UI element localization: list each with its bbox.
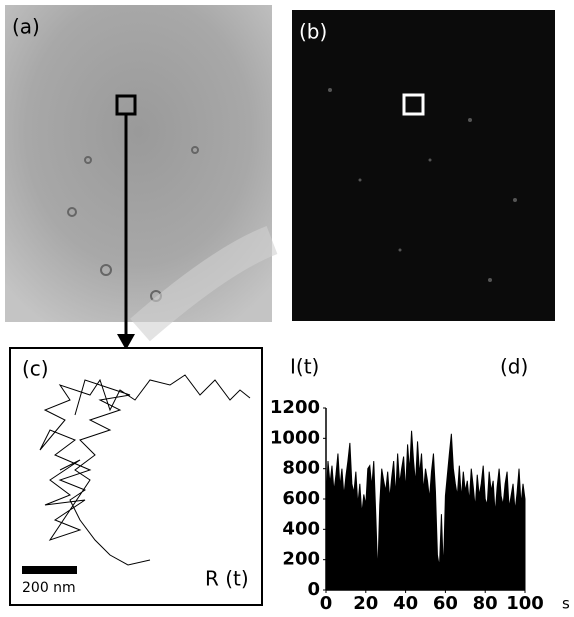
panel-a: (a) [5,5,278,350]
x-tick-label: 80 [473,593,498,613]
trajectory [39,374,251,566]
x-tick-label: 60 [433,593,458,613]
panel-frame [9,347,263,606]
x-tick-label: 0 [320,593,333,613]
x-tick-label: 100 [506,593,544,613]
y-tick-label: 400 [282,518,320,539]
y-tick-label: 600 [282,488,320,509]
scale-label: 200 nm [22,580,76,596]
y-tick-label: 1000 [270,427,320,448]
panel-label: (b) [299,20,327,44]
arrow-head [117,334,135,350]
fluorescence-image [292,10,555,321]
panel-d: I(t) (d) s 0 200 400 600 800 1000 1200 0 20 40 60 80 10… [270,355,570,615]
panel-b: (b) [292,10,555,321]
roi-box [402,93,425,116]
panel-label: (a) [12,15,40,39]
fluorescent-spots [328,88,517,282]
x-tick-label: 20 [353,593,378,613]
panel-label: (d) [500,355,528,379]
intensity-trace [325,430,526,591]
panel-label: (c) [22,357,49,381]
cell-edge [130,226,278,342]
x-axis-label: s [562,595,570,613]
scale-bar [22,566,77,574]
panel-c: (c) 200 nm R (t) [9,347,263,606]
y-tick-label: 200 [282,549,320,570]
y-tick-label: 1200 [270,397,320,418]
trajectory-label: R (t) [205,567,249,591]
y-tick-label: 800 [282,458,320,479]
y-tick-label: 0 [307,579,320,600]
x-tick-label: 40 [393,593,418,613]
y-axis-label: I(t) [290,355,319,379]
